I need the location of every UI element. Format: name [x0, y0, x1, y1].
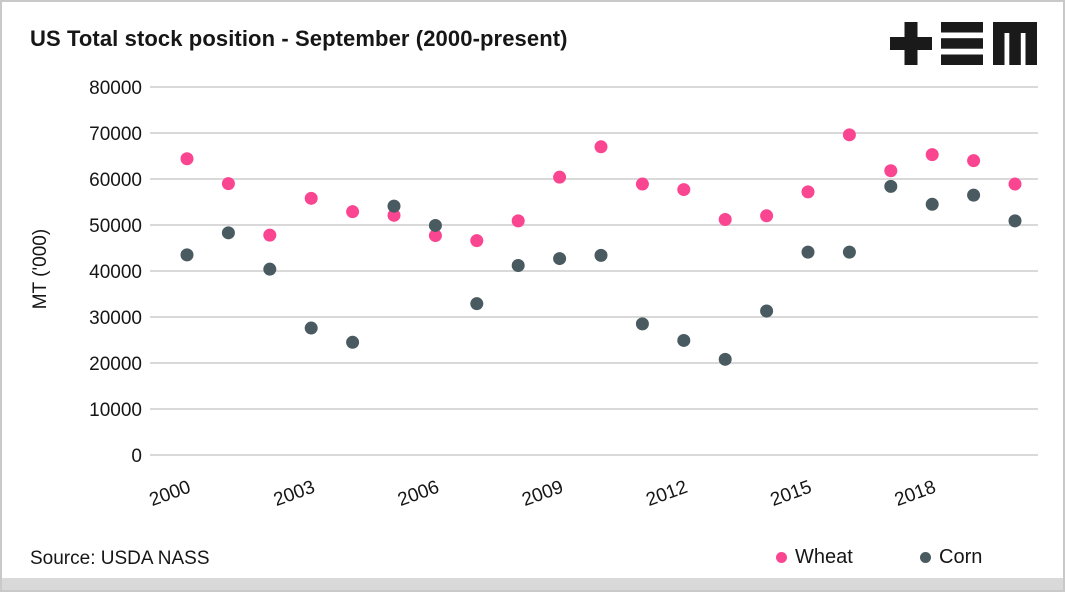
data-point-corn-2019 — [967, 188, 981, 202]
y-axis-title: MT ('000) — [30, 229, 51, 309]
data-point-wheat-2013 — [718, 212, 732, 226]
gridlines — [150, 86, 1038, 456]
data-point-wheat-2001 — [221, 177, 235, 191]
data-point-wheat-2017 — [884, 164, 898, 178]
data-point-wheat-2018 — [925, 148, 939, 162]
data-point-corn-2008 — [511, 258, 525, 272]
x-tick-label: 2003 — [271, 477, 318, 511]
y-tick-label: 30000 — [89, 308, 142, 329]
x-tick-label: 2012 — [643, 477, 690, 511]
x-tick-label: 2009 — [519, 477, 566, 511]
y-tick-label: 60000 — [89, 170, 142, 191]
legend-label-wheat: Wheat — [795, 546, 853, 568]
data-point-corn-2005 — [387, 199, 401, 213]
data-point-wheat-2020 — [1008, 177, 1022, 191]
data-point-wheat-2008 — [511, 214, 525, 228]
data-point-corn-2013 — [718, 352, 732, 366]
y-axis-ticks: 0 10000 20000 30000 40000 50000 60000 70000 8000… — [89, 78, 142, 467]
data-point-wheat-2002 — [263, 228, 277, 242]
data-point-wheat-2015 — [801, 185, 815, 199]
x-axis-ticks: 2000 2003 2006 2009 2012 2015 2018 — [147, 477, 939, 511]
data-point-corn-2007 — [470, 297, 484, 311]
chart-title: US Total stock position - September (200… — [30, 26, 568, 51]
data-point-wheat-2019 — [967, 154, 981, 168]
wheat-points — [180, 128, 1022, 248]
y-tick-label: 80000 — [89, 78, 142, 99]
m-glyph-icon — [993, 22, 1037, 65]
y-tick-label: 0 — [131, 446, 142, 467]
data-point-corn-2011 — [635, 317, 649, 331]
y-tick-label: 10000 — [89, 400, 142, 421]
data-point-wheat-2014 — [760, 209, 774, 223]
data-point-corn-2001 — [221, 226, 235, 240]
tem-logo — [890, 22, 1037, 65]
data-point-corn-2000 — [180, 248, 194, 262]
x-tick-label: 2015 — [768, 477, 815, 511]
legend-item-corn: Corn — [920, 546, 982, 569]
y-tick-label: 70000 — [89, 124, 142, 145]
data-point-wheat-2005 — [387, 208, 401, 222]
data-point-corn-2012 — [677, 333, 691, 347]
plus-icon — [890, 22, 932, 65]
data-point-corn-2006 — [428, 218, 442, 232]
source-label: Source: USDA NASS — [30, 548, 210, 569]
bottom-strip — [2, 578, 1063, 590]
data-point-corn-2020 — [1008, 214, 1022, 228]
wheat-dot-icon — [776, 552, 787, 563]
data-point-wheat-2011 — [635, 177, 649, 191]
data-point-corn-2016 — [842, 245, 856, 259]
data-point-wheat-2000 — [180, 152, 194, 166]
x-tick-label: 2006 — [395, 477, 442, 511]
data-point-wheat-2009 — [553, 170, 567, 184]
y-tick-label: 50000 — [89, 216, 142, 237]
data-point-wheat-2016 — [842, 128, 856, 142]
corn-dot-icon — [920, 552, 931, 563]
data-point-wheat-2007 — [470, 234, 484, 248]
data-point-wheat-2004 — [346, 205, 360, 219]
data-point-wheat-2012 — [677, 183, 691, 197]
data-point-corn-2009 — [553, 252, 567, 266]
data-point-corn-2018 — [925, 197, 939, 211]
triple-bars-icon — [941, 22, 983, 65]
data-point-corn-2015 — [801, 245, 815, 259]
legend-label-corn: Corn — [939, 546, 983, 568]
corn-points — [180, 179, 1022, 366]
data-point-corn-2002 — [263, 262, 277, 276]
data-point-corn-2014 — [760, 304, 774, 318]
data-point-corn-2004 — [346, 335, 360, 349]
data-point-wheat-2010 — [594, 140, 608, 154]
y-tick-label: 20000 — [89, 354, 142, 375]
data-point-corn-2010 — [594, 248, 608, 262]
legend-item-wheat: Wheat — [776, 546, 853, 569]
data-point-corn-2017 — [884, 179, 898, 193]
data-point-wheat-2006 — [428, 229, 442, 243]
x-tick-label: 2018 — [892, 477, 939, 511]
x-tick-label: 2000 — [147, 477, 194, 511]
data-point-corn-2003 — [304, 321, 318, 335]
data-point-wheat-2003 — [304, 191, 318, 205]
y-tick-label: 40000 — [89, 262, 142, 283]
